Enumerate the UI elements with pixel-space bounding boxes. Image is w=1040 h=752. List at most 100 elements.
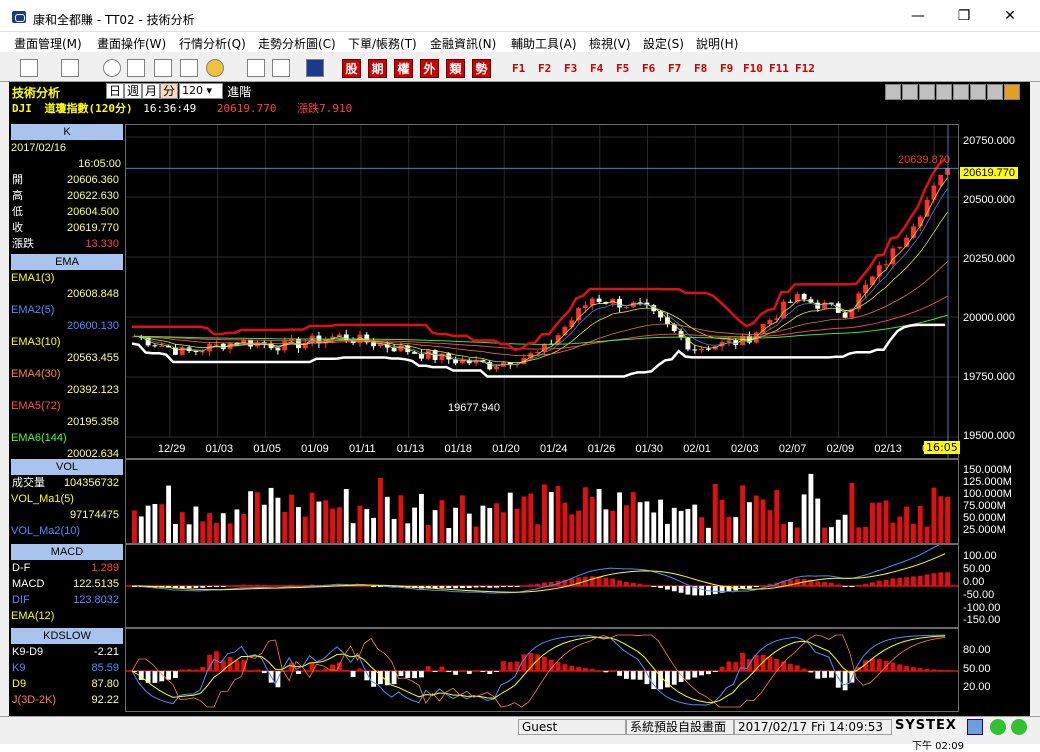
monitor-icon[interactable] [272,59,290,77]
kd-tick: 50.00 [963,663,991,675]
close-button[interactable]: ✕ [1004,8,1016,24]
menu-finance-info[interactable]: 金融資訊(N) [430,37,497,51]
volume-chart[interactable] [126,460,958,543]
status-datetime: 2017/02/17 Fri 14:09:53 [734,719,892,735]
volume-bar [364,509,370,543]
zoom-out-icon[interactable] [885,84,901,100]
f2-key[interactable]: F2 [538,62,552,75]
chart-type-icon[interactable] [20,59,38,77]
timeframe-week[interactable]: 週 [124,83,143,99]
kd-bar [200,666,206,671]
date-tick: 12/29 [158,443,186,455]
search-icon[interactable] [103,59,121,77]
settings-icon[interactable] [1004,84,1020,100]
stock-button[interactable]: 股 [342,59,361,78]
macd-bar [562,579,568,586]
f7-key[interactable]: F7 [668,62,682,75]
network-icon[interactable] [967,719,983,735]
candle-body [931,185,937,200]
volume-bar [371,517,377,543]
f8-key[interactable]: F8 [694,62,708,75]
volume-bar [603,509,609,543]
vol-tick: 100.000M [963,488,1012,500]
upper-band-line [132,157,947,352]
price-chart[interactable]: 12/29 01/03 01/05 01/09 01/11 01/13 01/18 01/20… [126,125,958,458]
k-time: 16:05:00 [78,158,121,170]
print-icon[interactable] [61,59,79,77]
volume-bar [897,516,903,543]
candle-body [883,264,889,266]
brand-icon[interactable] [306,59,324,77]
f3-key[interactable]: F3 [564,62,578,75]
menu-trend-chart[interactable]: 走勢分析圖(C) [258,37,336,51]
f9-key[interactable]: F9 [720,62,734,75]
candle-body [658,311,664,318]
menu-tools[interactable]: 輔助工具(A) [511,37,577,51]
f10-key[interactable]: F10 [743,62,763,75]
futures-button[interactable]: 期 [368,59,387,78]
price-tick: 19750.000 [963,371,1015,383]
volume-bar [384,496,390,543]
volume-bar [808,473,814,543]
search-plus-icon[interactable] [936,84,952,100]
foreign-button[interactable]: 外 [420,59,439,78]
volume-bar [781,523,787,543]
options-button[interactable]: 權 [394,59,413,78]
category-button[interactable]: 類 [446,59,465,78]
menu-quote-analysis[interactable]: 行情分析(Q) [179,37,246,51]
menu-view[interactable]: 檢視(V) [589,37,631,51]
candle-body [911,226,916,238]
macd-chart[interactable] [126,541,958,627]
macd-bar [296,585,301,587]
draw-icon[interactable] [953,84,969,100]
split-icon[interactable] [180,59,198,77]
search-minus-icon[interactable] [919,84,935,100]
coin-icon[interactable] [206,59,224,77]
volume-bar [576,510,582,543]
menu-help[interactable]: 說明(H) [696,37,739,51]
candle-body [562,327,568,336]
menu-settings[interactable]: 設定(S) [643,37,684,51]
f11-key[interactable]: F11 [769,62,789,75]
count-select[interactable]: 120 ▾ [179,83,224,99]
f4-key[interactable]: F4 [590,62,604,75]
menu-screen-operate[interactable]: 畫面操作(W) [97,37,167,51]
status-bar: Guest 系統預設自設畫面 2017/02/17 Fri 14:09:53 S… [0,716,1040,736]
kd-chart[interactable] [126,629,958,711]
timeframe-minute[interactable]: 分 [160,83,179,99]
minimize-button[interactable]: — [911,8,925,24]
f1-key[interactable]: F1 [512,62,526,75]
trend-button[interactable]: 勢 [472,59,491,78]
ema2-label: EMA2(5) [11,304,55,316]
price-pane: 12/29 01/03 01/05 01/09 01/11 01/13 01/18 01/20… [125,124,959,459]
candle-body [945,168,951,175]
kd-bar [528,652,534,671]
timeframe-month[interactable]: 月 [142,83,161,99]
volume-bar [911,523,916,543]
f5-key[interactable]: F5 [616,62,630,75]
layout-icon[interactable] [154,59,172,77]
menu-order[interactable]: 下單/帳務(T) [348,37,417,51]
window-icon[interactable] [987,84,1003,100]
timeframe-day[interactable]: 日 [106,83,125,99]
volume-bar [849,483,855,543]
close-chart-icon[interactable] [127,59,145,77]
server-icon[interactable] [1011,719,1027,735]
zoom-in-icon[interactable] [902,84,918,100]
maximize-button[interactable]: ❐ [957,8,971,24]
advanced-button[interactable]: 進階 [227,85,252,99]
menu-screen-manage[interactable]: 畫面管理(M) [14,37,82,51]
f6-key[interactable]: F6 [642,62,656,75]
macd-dif-row: DIF 123.8032 [12,594,119,606]
connection-icon[interactable] [990,719,1006,735]
candle-body [876,265,882,277]
candle-body [159,345,165,347]
time-tag: 16:05 [924,441,960,454]
candle-body [917,216,923,227]
save-icon[interactable] [970,84,986,100]
link-icon[interactable] [247,59,265,77]
macd-bar [261,584,267,586]
kd-bar [589,668,595,671]
f12-key[interactable]: F12 [795,62,815,75]
macd-bar [255,584,260,586]
